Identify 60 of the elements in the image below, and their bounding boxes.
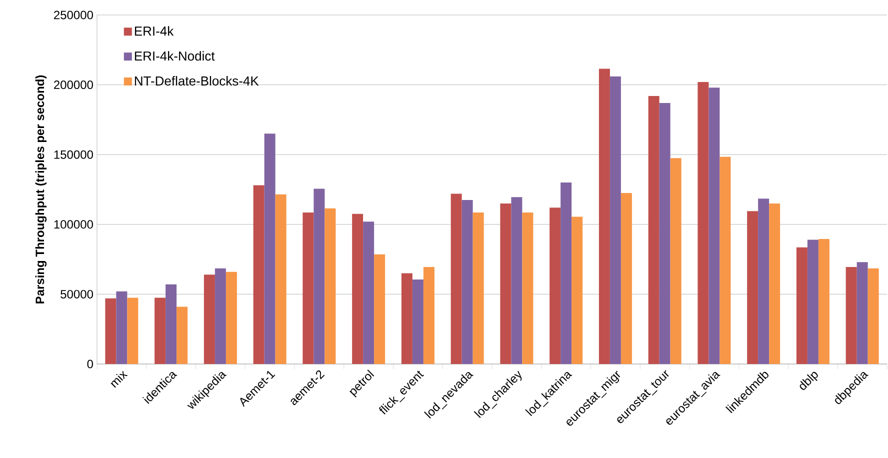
- y-tick-label: 100000: [54, 220, 93, 229]
- x-tick-label: dblp: [800, 372, 818, 390]
- bar: [747, 211, 758, 364]
- bar: [648, 96, 660, 364]
- bar: [450, 194, 462, 364]
- y-tick-label: 50000: [60, 290, 93, 298]
- bar: [472, 212, 484, 364]
- y-tick-label: 200000: [54, 80, 93, 90]
- bar: [708, 88, 720, 364]
- bar: [796, 247, 808, 364]
- y-tick-label: 150000: [54, 150, 93, 159]
- bar: [176, 306, 188, 364]
- bar: [412, 280, 424, 364]
- bar: [670, 158, 682, 364]
- bar: [363, 222, 374, 364]
- bar: [620, 192, 632, 364]
- bar: [127, 298, 138, 364]
- bar: [720, 156, 731, 364]
- bar: [116, 291, 128, 364]
- bar: [598, 68, 610, 364]
- bar: [550, 208, 561, 364]
- bar: [856, 262, 868, 364]
- bar: [166, 284, 177, 364]
- bar: [462, 200, 473, 364]
- bar: [275, 194, 286, 364]
- bar: [423, 266, 434, 364]
- bar: [314, 188, 325, 364]
- bar: [214, 268, 226, 364]
- bar: [659, 102, 670, 364]
- legend-label: ERI-4k-Nodict: [134, 51, 215, 61]
- bar: [500, 203, 512, 364]
- legend-label: ERI-4k: [134, 26, 174, 36]
- bar: [698, 82, 709, 364]
- y-tick-label: 0: [87, 360, 94, 368]
- bar: [511, 197, 522, 364]
- bar: [302, 212, 314, 364]
- bar: [610, 76, 621, 364]
- bar: [846, 266, 857, 364]
- bar: [401, 273, 412, 364]
- bar: [324, 208, 336, 364]
- legend-label: NT-Deflate-Blocks-4K: [134, 76, 259, 86]
- x-tick-label: mix: [110, 370, 128, 388]
- bar: [154, 298, 166, 364]
- bar: [522, 212, 534, 364]
- bar: [868, 268, 879, 364]
- bar: [572, 216, 583, 364]
- bar: [560, 182, 572, 364]
- y-tick-label: 250000: [54, 10, 93, 20]
- bar: [264, 134, 276, 364]
- bar: [226, 272, 237, 364]
- bar: [758, 198, 770, 364]
- bar: [105, 298, 116, 364]
- bar: [374, 254, 386, 364]
- bar: [352, 214, 364, 364]
- bar: [818, 239, 830, 364]
- bar: [204, 274, 215, 364]
- bar: [253, 185, 264, 364]
- bar: [807, 240, 818, 364]
- y-axis-title: Parsing Throughput (triples per second): [35, 75, 47, 304]
- bar: [769, 203, 780, 364]
